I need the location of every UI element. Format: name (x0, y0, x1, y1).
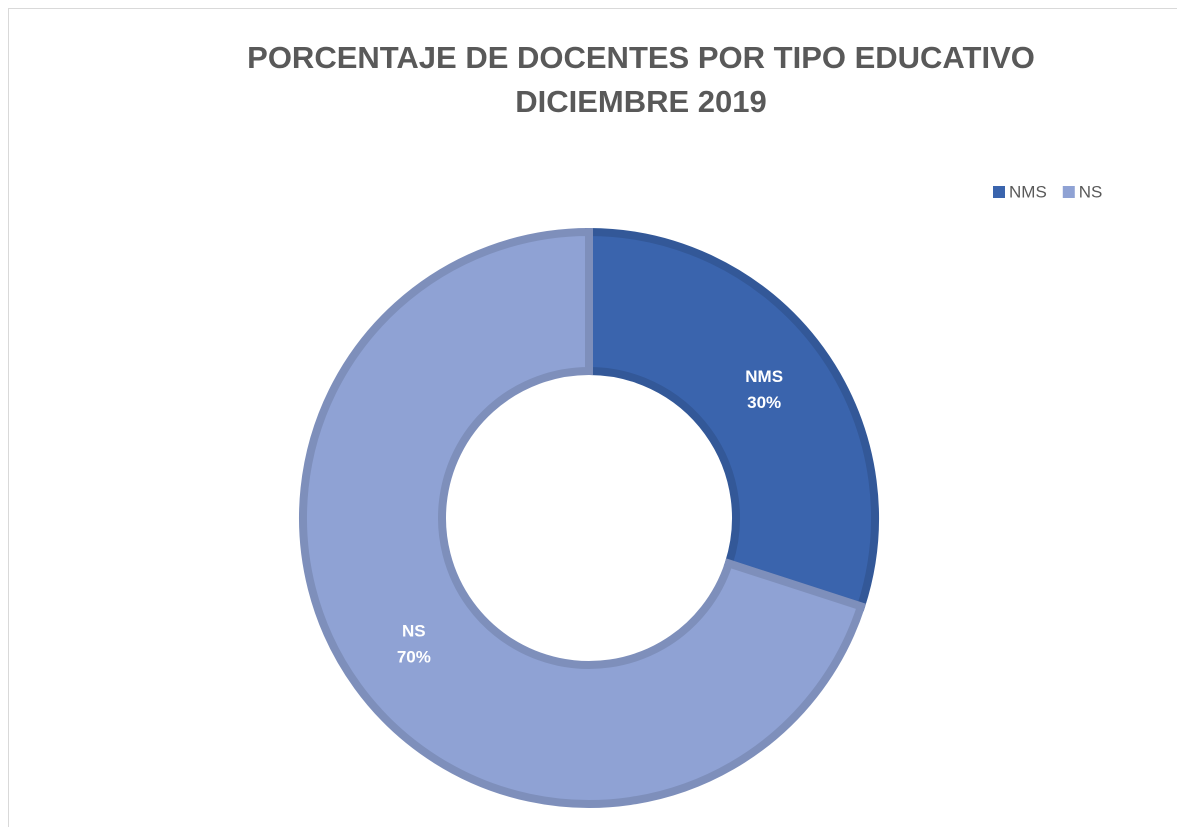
data-label-value: 70% (397, 648, 431, 667)
data-label-value: 30% (747, 393, 781, 412)
legend-swatch (993, 186, 1005, 198)
data-label-category: NS (402, 622, 426, 641)
chart-subtitle: DICIEMBRE 2019 (515, 84, 767, 119)
legend-label: NMS (1009, 182, 1047, 201)
data-label-category: NMS (745, 367, 783, 386)
legend-swatch (1062, 186, 1075, 198)
chart-title: PORCENTAJE DE DOCENTES POR TIPO EDUCATIV… (247, 40, 1035, 75)
slice (585, 227, 879, 612)
legend-label: NS (1079, 182, 1103, 201)
slice (299, 227, 867, 808)
